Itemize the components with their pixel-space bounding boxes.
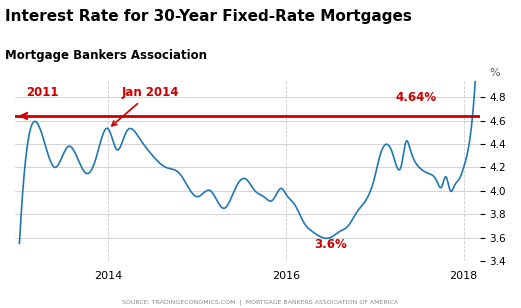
Text: SOURCE: TRADINGECONOMICS.COM  |  MORTGAGE BANKERS ASSOCIATION OF AMERICA: SOURCE: TRADINGECONOMICS.COM | MORTGAGE …	[122, 299, 399, 305]
Text: 4.64%: 4.64%	[396, 91, 437, 104]
Text: 2011: 2011	[27, 86, 59, 99]
Text: Jan 2014: Jan 2014	[112, 86, 179, 126]
Text: %: %	[489, 68, 500, 78]
Text: Mortgage Bankers Association: Mortgage Bankers Association	[5, 49, 207, 62]
Text: Interest Rate for 30-Year Fixed-Rate Mortgages: Interest Rate for 30-Year Fixed-Rate Mor…	[5, 9, 412, 24]
Text: 3.6%: 3.6%	[314, 237, 347, 250]
